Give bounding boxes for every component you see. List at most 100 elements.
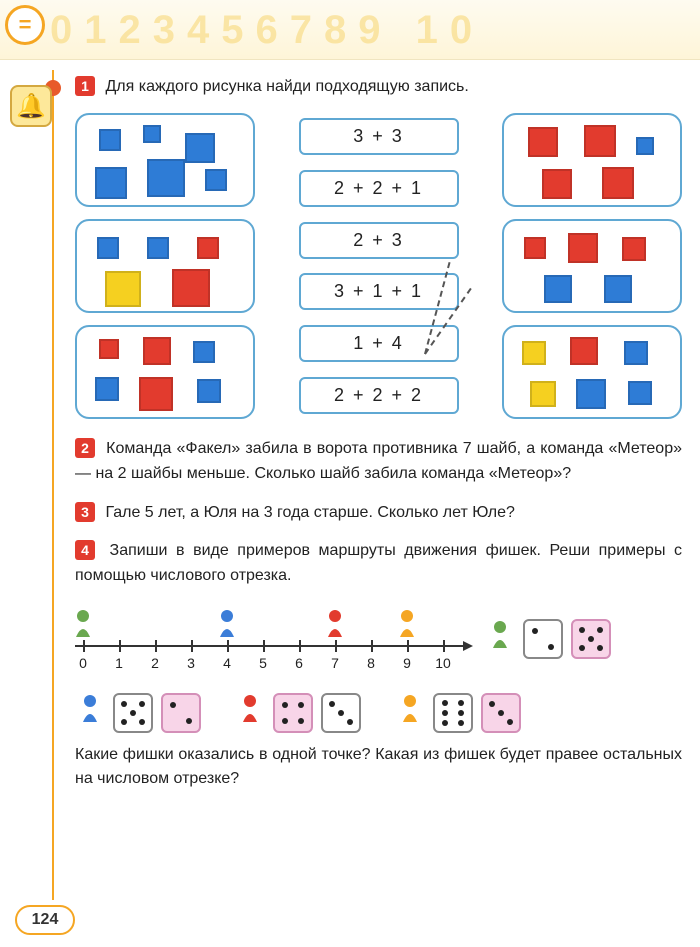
tick (443, 640, 445, 652)
left-margin (0, 60, 70, 947)
tick-label: 2 (151, 655, 159, 671)
top-banner: = 0123456789 10 (0, 0, 700, 60)
tick (299, 640, 301, 652)
task-number: 2 (75, 438, 95, 458)
task-number: 1 (75, 76, 95, 96)
shape-box (502, 325, 682, 419)
square-blue (576, 379, 606, 409)
matching-area: 3 + 32 + 2 + 12 + 33 + 1 + 11 + 42 + 2 +… (75, 113, 682, 419)
dice-row (75, 693, 682, 733)
square-yellow (522, 341, 546, 365)
tick (155, 640, 157, 652)
square-blue (628, 381, 652, 405)
square-red (524, 237, 546, 259)
square-red (542, 169, 572, 199)
tick (119, 640, 121, 652)
square-red (197, 237, 219, 259)
square-blue (143, 125, 161, 143)
task-text: Для каждого рисунка найди подходящую зап… (105, 78, 468, 95)
tick (371, 640, 373, 652)
task-text: Запиши в виде примеров маршруты движения… (75, 542, 682, 584)
die-6 (433, 693, 473, 733)
expression-box: 2 + 2 + 2 (299, 377, 459, 414)
dice-legend-row (485, 619, 611, 659)
square-blue (636, 137, 654, 155)
square-blue (197, 379, 221, 403)
square-red (143, 337, 171, 365)
expression-box: 3 + 1 + 1 (299, 273, 459, 310)
square-yellow (105, 271, 141, 307)
die-4 (273, 693, 313, 733)
square-blue (604, 275, 632, 303)
square-blue (185, 133, 215, 163)
tick-label: 7 (331, 655, 339, 671)
bell-icon: 🔔 (10, 85, 52, 127)
die-2 (523, 619, 563, 659)
task-text: Гале 5 лет, а Юля на 3 года старше. Скол… (105, 504, 514, 521)
tick (191, 640, 193, 652)
equals-icon: = (5, 5, 45, 45)
expression-box: 2 + 3 (299, 222, 459, 259)
task-1: 1 Для каждого рисунка найди подходящую з… (75, 75, 682, 99)
dice-rows (75, 693, 682, 733)
page-number: 124 (15, 905, 75, 935)
pawn-icon (396, 609, 418, 646)
task-2: 2 Команда «Факел» забила в ворота против… (75, 437, 682, 487)
pawn-icon (324, 609, 346, 646)
pawn-icon (489, 620, 511, 657)
square-blue (95, 167, 127, 199)
task-3: 3 Гале 5 лет, а Юля на 3 года старше. Ск… (75, 501, 682, 526)
pawn-icon (216, 609, 238, 646)
tick-label: 8 (367, 655, 375, 671)
shape-box (75, 219, 255, 313)
square-blue (544, 275, 572, 303)
tick-label: 6 (295, 655, 303, 671)
task-4: 4 Запиши в виде примеров маршруты движен… (75, 539, 682, 589)
final-question: Какие фишки оказались в одной точке? Как… (75, 743, 682, 791)
die-3 (321, 693, 361, 733)
square-blue (193, 341, 215, 363)
pawn-icon (79, 694, 101, 731)
square-blue (97, 237, 119, 259)
tick-label: 4 (223, 655, 231, 671)
tick-label: 3 (187, 655, 195, 671)
content: 1 Для каждого рисунка найди подходящую з… (75, 75, 682, 791)
square-blue (147, 159, 185, 197)
square-red (568, 233, 598, 263)
center-column: 3 + 32 + 2 + 12 + 33 + 1 + 11 + 42 + 2 +… (299, 113, 459, 419)
number-line: 012345678910 (75, 603, 682, 683)
shape-box (75, 113, 255, 207)
task-text: Команда «Факел» забила в ворота противни… (75, 440, 682, 482)
shape-box (502, 219, 682, 313)
pawn-icon (239, 694, 261, 731)
banner-numbers: 0123456789 10 (50, 8, 484, 53)
pawn-icon (72, 609, 94, 646)
right-column (502, 113, 682, 419)
task-number: 4 (75, 540, 95, 560)
pawn-icon (399, 694, 421, 731)
shape-box (75, 325, 255, 419)
expression-box: 1 + 4 (299, 325, 459, 362)
die-3 (481, 693, 521, 733)
square-red (570, 337, 598, 365)
task-number: 3 (75, 502, 95, 522)
square-blue (624, 341, 648, 365)
square-red (172, 269, 210, 307)
expression-box: 3 + 3 (299, 118, 459, 155)
square-red (139, 377, 173, 411)
square-blue (99, 129, 121, 151)
shape-box (502, 113, 682, 207)
square-red (602, 167, 634, 199)
square-blue (95, 377, 119, 401)
square-red (528, 127, 558, 157)
margin-line (52, 70, 54, 900)
tick (263, 640, 265, 652)
left-column (75, 113, 255, 419)
square-blue (147, 237, 169, 259)
die-5 (113, 693, 153, 733)
square-blue (205, 169, 227, 191)
die-5 (571, 619, 611, 659)
tick-label: 1 (115, 655, 123, 671)
tick-label: 10 (435, 655, 451, 671)
die-2 (161, 693, 201, 733)
